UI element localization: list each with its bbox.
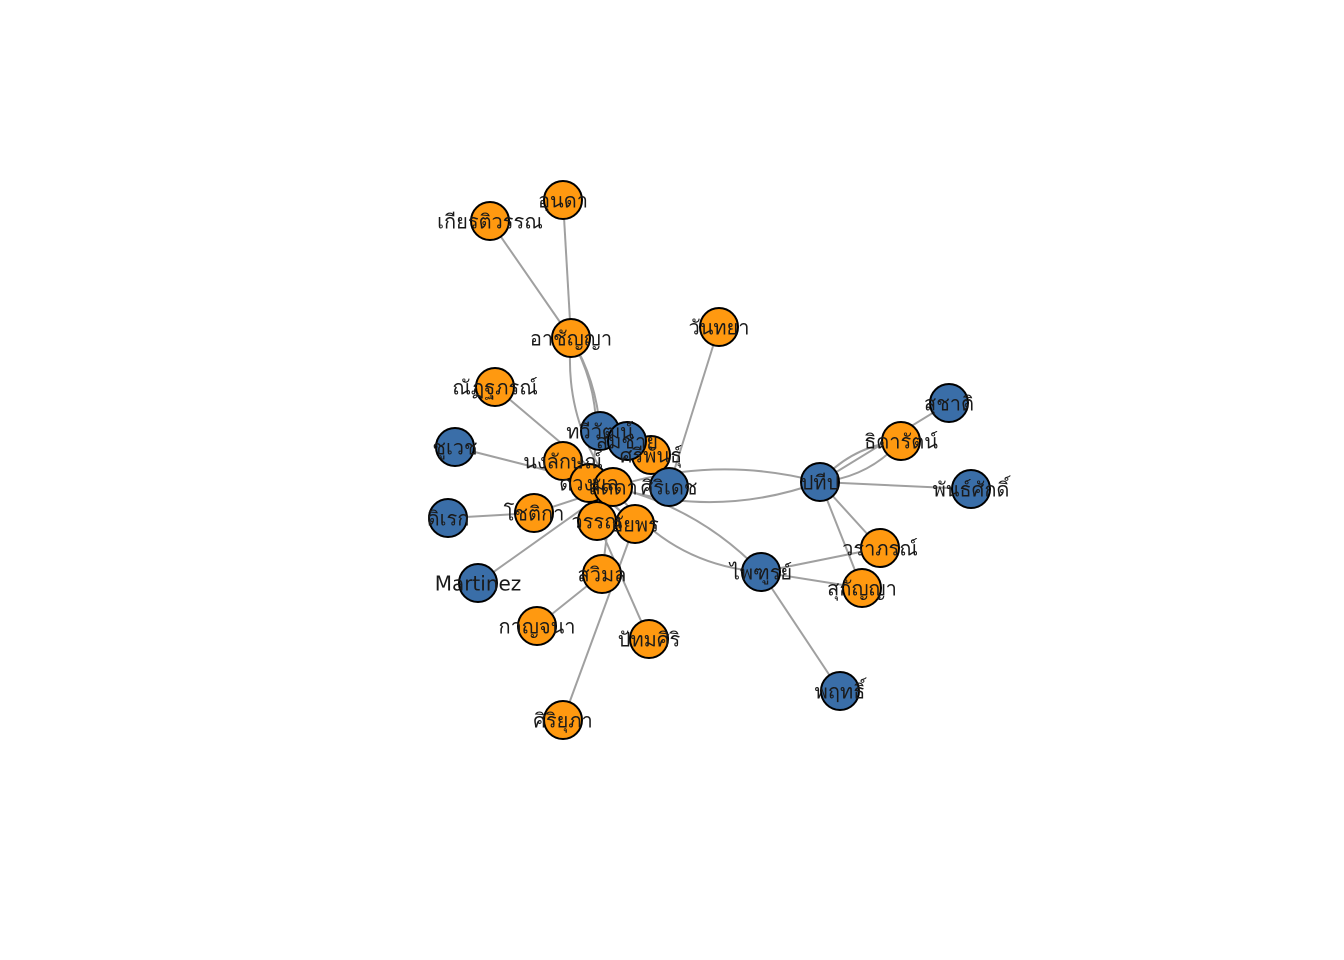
graph-node-n26[interactable] [951, 469, 991, 509]
graph-node-n5[interactable] [475, 367, 515, 407]
graph-node-n8[interactable] [428, 498, 468, 538]
graph-node-n20[interactable] [517, 606, 557, 646]
graph-node-n21[interactable] [629, 619, 669, 659]
graph-edge-n23-n26 [819, 481, 972, 490]
graph-node-n29[interactable] [741, 552, 781, 592]
graph-node-n23[interactable] [800, 462, 840, 502]
graph-node-label-n13: ศรีพันธุ์ [620, 444, 683, 469]
graph-node-n15[interactable] [649, 467, 689, 507]
graph-node-label-n28: สุกัญญา [827, 577, 897, 602]
graph-node-label-n11: โชติกา [504, 502, 565, 526]
graph-node-label-n19: สวิมล [578, 563, 627, 587]
graph-edge-n29-n30 [760, 571, 841, 692]
graph-node-label-n12: ดวงมล [559, 472, 618, 496]
graph-node-label-n1: อาชัญญา [530, 327, 612, 351]
graph-node-n1[interactable] [551, 318, 591, 358]
graph-node-label-n17: วรรณ [571, 510, 622, 534]
graph-edge-n29-n27 [760, 547, 881, 573]
graph-node-label-n10: นงลักษณ์ [523, 450, 603, 474]
graph-node-label-n8: ดิเรก [427, 507, 470, 531]
graph-node-label-n16: ลัดดา [588, 476, 637, 500]
graph-node-n16[interactable] [593, 467, 633, 507]
graph-node-n22[interactable] [543, 700, 583, 740]
graph-edge-n4-n15 [668, 326, 720, 488]
graph-node-label-n9: Martinez [435, 572, 522, 596]
graph-node-n24[interactable] [929, 383, 969, 423]
graph-node-label-n5: ณัฏฐภรณ์ [452, 376, 538, 400]
graph-node-label-n2: อุนดา [538, 189, 588, 214]
labels-layer: อาชัญญา อุนดาเกียรติวรรณวันทยาณัฏฐภรณ์ทวี… [427, 189, 1012, 734]
graph-node-n11[interactable] [514, 493, 554, 533]
graph-edge-n22-n18 [562, 523, 636, 721]
graph-node-n2[interactable] [543, 180, 583, 220]
graph-node-label-n18: อัยพร [611, 513, 659, 537]
graph-node-label-n4: วันทยา [688, 316, 749, 340]
graph-edge-n2-n1 [562, 199, 572, 339]
graph-node-n30[interactable] [820, 671, 860, 711]
graph-node-label-n14: สมชาย [596, 430, 658, 454]
graph-edge-n16-n29 [612, 486, 762, 573]
graph-edge-n16-n23 [612, 468, 821, 488]
graph-node-n10[interactable] [543, 441, 583, 481]
graph-node-n3[interactable] [470, 201, 510, 241]
graph-node-n25[interactable] [881, 421, 921, 461]
graph-node-label-n15: ศิริเดช [641, 476, 698, 500]
graph-edge-n16-n29 [612, 486, 762, 573]
graph-node-n18[interactable] [615, 504, 655, 544]
graph-node-label-n6: ทวีวัฒน์ [566, 420, 634, 444]
graph-node-label-n23: ปทีป [801, 471, 840, 495]
graph-node-n7[interactable] [435, 427, 475, 467]
graph-node-n14[interactable] [607, 421, 647, 461]
graph-node-label-n25: ธิดารัตน์ [864, 430, 938, 454]
graph-node-n9[interactable] [458, 563, 498, 603]
graph-node-label-n20: กาญจนา [498, 615, 575, 639]
graph-node-label-n24: สุชาติ [924, 392, 974, 417]
graph-node-label-n7: ชูเวช [432, 436, 477, 461]
graph-edge-n3-n1 [489, 220, 572, 339]
graph-node-label-n30: พฤทธิ์ [815, 677, 868, 704]
graph-node-n27[interactable] [860, 528, 900, 568]
graph-node-label-n21: ปัทมศิริ [618, 628, 681, 652]
graph-node-label-n22: ศิริยุภา [533, 709, 593, 734]
graph-node-label-n3: เกียรติวรรณ [437, 210, 543, 234]
graph-node-label-n26: พันธ์ศักดิ์ [933, 475, 1012, 502]
graph-node-n4[interactable] [699, 307, 739, 347]
graph-node-label-n29: ไพฑูรย์ [728, 561, 792, 586]
graph-node-n19[interactable] [582, 554, 622, 594]
nodes-layer [428, 180, 991, 740]
graph-node-label-n27: วราภรณ์ [842, 537, 918, 561]
graph-node-n28[interactable] [842, 568, 882, 608]
